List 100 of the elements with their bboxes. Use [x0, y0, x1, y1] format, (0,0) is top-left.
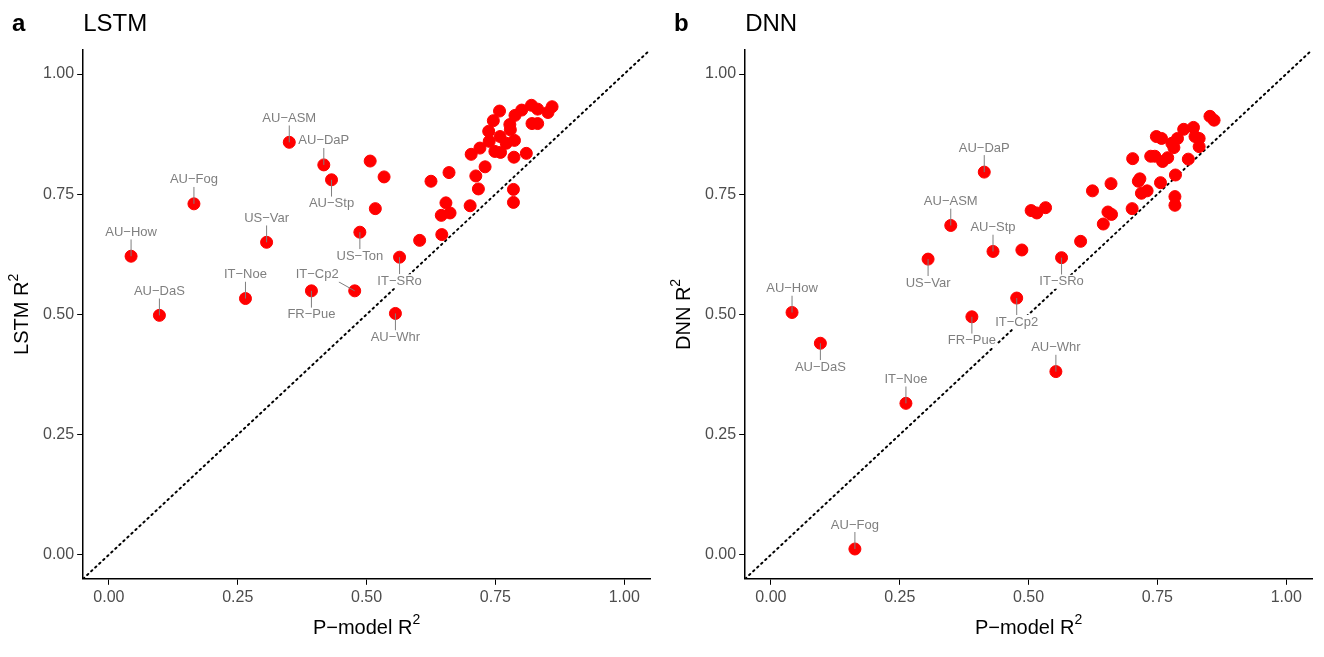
point: [473, 141, 487, 155]
point: [493, 104, 507, 118]
y-tick-label: 0.50: [705, 304, 737, 322]
x-tick-label: 0.25: [884, 587, 916, 605]
point: [388, 306, 402, 320]
point: [1168, 168, 1182, 182]
point: [377, 170, 391, 184]
point: [1207, 113, 1221, 127]
point: [507, 133, 521, 147]
annotation: IT−Noe: [223, 266, 267, 282]
x-tick-label: 1.00: [608, 587, 640, 605]
point: [1010, 291, 1024, 305]
point: [443, 206, 457, 220]
y-axis-title: LSTM R2: [4, 273, 32, 355]
annotation: AU−Whr: [1031, 339, 1082, 355]
point: [282, 135, 296, 149]
annotation: AU−DaP: [958, 139, 1010, 155]
annotation: US−Var: [244, 209, 290, 225]
x-tick-label: 1.00: [1270, 587, 1302, 605]
point: [1104, 177, 1118, 191]
point: [124, 249, 138, 263]
y-tick-label: 1.00: [705, 64, 737, 82]
point: [1074, 234, 1088, 248]
annotation: AU−ASM: [923, 193, 978, 209]
y-tick-label: 0.75: [705, 184, 737, 202]
point: [325, 173, 339, 187]
point: [1161, 151, 1175, 165]
point: [813, 336, 827, 350]
point: [515, 103, 529, 117]
point: [439, 196, 453, 210]
point: [1039, 201, 1053, 215]
point: [348, 284, 362, 298]
point: [435, 228, 449, 242]
annotation: AU−Stp: [970, 219, 1016, 234]
annotation: AU−Fog: [830, 516, 879, 532]
point: [363, 154, 377, 168]
annotation: FR−Pue: [287, 306, 336, 322]
point: [478, 160, 492, 174]
point: [1140, 184, 1154, 198]
point: [977, 165, 991, 179]
x-tick-label: 0.50: [1013, 587, 1045, 605]
point: [1105, 207, 1119, 221]
point: [464, 147, 478, 161]
annotation: IT−Cp2: [995, 313, 1039, 329]
chart-title: LSTM: [83, 8, 148, 36]
annotation: AU−ASM: [262, 109, 317, 125]
point: [442, 166, 456, 180]
annotation: US−Ton: [336, 247, 384, 263]
y-tick-label: 0.75: [43, 184, 75, 202]
y-tick-label: 0.25: [43, 424, 75, 442]
point: [463, 199, 477, 213]
x-tick-label: 0.00: [93, 587, 125, 605]
point: [519, 146, 533, 160]
y-tick-label: 0.25: [705, 424, 737, 442]
x-tick-label: 0.75: [479, 587, 512, 605]
annotation: AU−DaS: [133, 282, 186, 298]
x-tick-label: 0.75: [1141, 587, 1174, 605]
y-axis-title: DNN R2: [666, 278, 694, 350]
point: [469, 169, 483, 183]
point: [486, 114, 500, 128]
y-tick-label: 0.00: [705, 545, 737, 563]
point: [506, 182, 520, 196]
annotation: AU−Whr: [370, 329, 421, 345]
annotation: AU−How: [766, 280, 819, 296]
point: [506, 195, 520, 209]
point: [1125, 202, 1139, 216]
point: [413, 233, 427, 247]
point: [1171, 131, 1184, 145]
annotation: IT−SRo: [377, 272, 422, 288]
annotation: FR−Pue: [947, 332, 996, 348]
annotation: AU−DaP: [298, 132, 350, 148]
x-tick-label: 0.00: [755, 587, 787, 605]
point: [531, 102, 545, 116]
annotation: IT−Noe: [884, 370, 928, 386]
point: [152, 308, 166, 322]
point: [1153, 176, 1167, 190]
point: [482, 124, 496, 138]
point: [545, 100, 559, 114]
annotation: AU−How: [105, 223, 158, 239]
annotation: AU−Stp: [308, 195, 355, 211]
x-tick-label: 0.25: [222, 587, 254, 605]
point: [424, 174, 438, 188]
point: [238, 292, 252, 306]
text: b: [674, 8, 689, 36]
x-tick-label: 0.50: [351, 587, 383, 605]
annotation: US−Var: [905, 274, 952, 290]
annotation: AU−DaS: [794, 358, 847, 374]
point: [1181, 152, 1195, 166]
y-tick-label: 1.00: [43, 64, 75, 82]
annotation: IT−SRo: [1039, 273, 1084, 289]
y-tick-label: 0.50: [43, 304, 75, 322]
point: [1085, 184, 1099, 198]
annotation: IT−Cp2: [295, 266, 339, 282]
point: [507, 150, 521, 164]
point: [471, 182, 485, 196]
point: [393, 250, 407, 264]
chart-title: DNN: [745, 8, 798, 36]
text: a: [12, 8, 26, 36]
annotation: AU−Fog: [169, 171, 218, 187]
y-tick-label: 0.00: [43, 545, 75, 563]
